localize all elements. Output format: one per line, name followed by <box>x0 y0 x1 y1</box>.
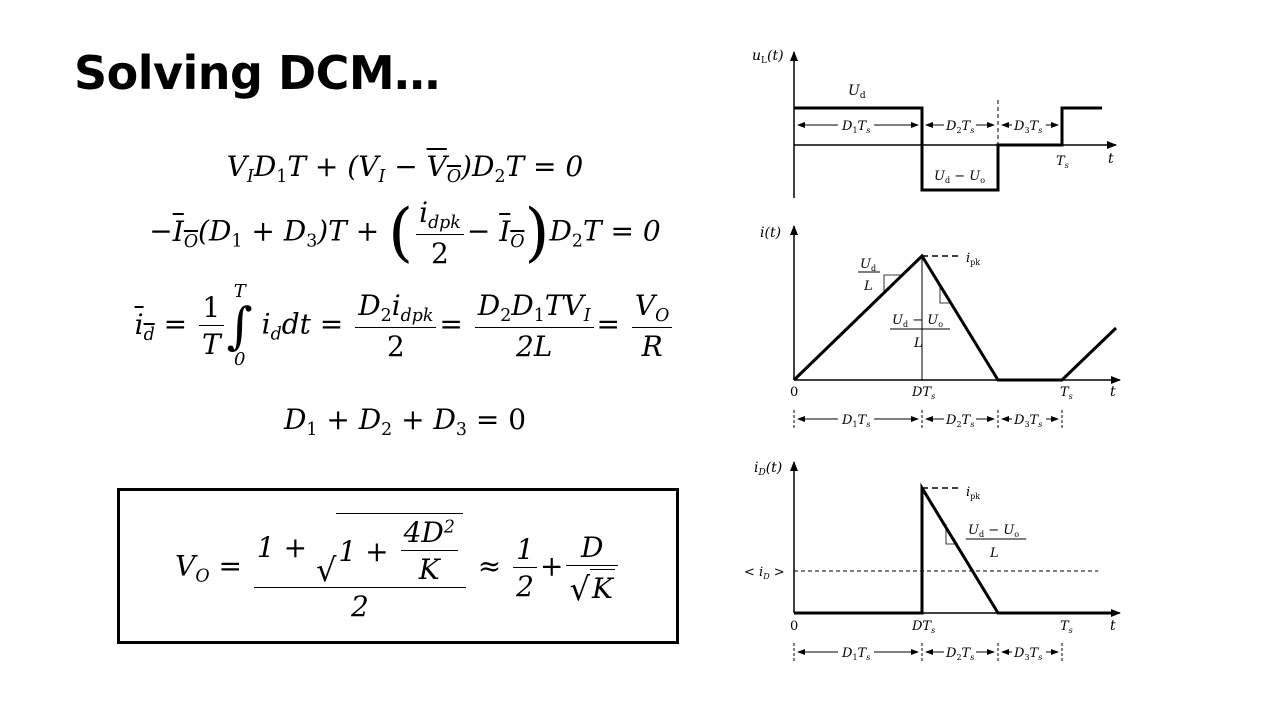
slope1-den: L <box>863 279 873 294</box>
inductor-voltage-panel: uL(t) Ud D1Ts D2Ts D3Ts Ud − Uo Ts t <box>752 48 1117 198</box>
slope1-triangle <box>883 274 902 293</box>
d2ts-label: D2Ts <box>945 646 974 662</box>
slope-num: Ud − Uo <box>968 523 1019 539</box>
slope1-num: Ud <box>860 257 876 273</box>
negative-voltage-label: Ud − Uo <box>934 169 985 185</box>
ipk-label: ipk <box>966 251 980 267</box>
diode-current-panel: iD(t) ipk Ud − Uo L < iD > 0 DTs Ts t D1… <box>744 460 1121 662</box>
d1ts-label: D1Ts <box>841 413 870 429</box>
y-axis-label: iD(t) <box>754 460 782 478</box>
y-axis-label: uL(t) <box>752 48 784 66</box>
voltage-waveform <box>794 106 1102 192</box>
current-waveform <box>792 253 1118 382</box>
ipk-label: ipk <box>966 485 980 501</box>
slope-triangle <box>945 524 958 545</box>
slope2-num: Ud − Uo <box>892 313 943 329</box>
t-label: t <box>1110 384 1116 400</box>
d3ts-label: D3Ts <box>1013 646 1042 662</box>
inductor-current-panel: i(t) Ud L ipk Ud − Uo L 0 DTs Ts t D1Ts … <box>760 225 1121 429</box>
diode-current-waveform <box>794 482 1116 615</box>
dts-label: DTs <box>911 619 935 635</box>
slide-title: Solving DCM… <box>74 46 440 100</box>
equation-average-diode-current: id = 1 T T ∫ 0 iddt = D2idpk 2 = D2D1TVI 2L = VO… <box>115 283 695 369</box>
y-axis-label: i(t) <box>760 225 781 241</box>
origin-label: 0 <box>790 385 798 400</box>
dts-label: DTs <box>911 385 935 401</box>
equation-volt-second-balance: VID1T + (VI − VO)D2T = 0 <box>226 150 584 188</box>
ud-label: Ud <box>848 83 866 101</box>
t-label: t <box>1110 618 1116 634</box>
d3ts-label: D3Ts <box>1013 119 1042 135</box>
d2ts-label: D2Ts <box>945 119 974 135</box>
ts-label: Ts <box>1060 385 1073 401</box>
average-current-label: < iD > <box>744 565 785 581</box>
ts-label: Ts <box>1056 154 1069 170</box>
dcm-waveform-diagram: uL(t) Ud D1Ts D2Ts D3Ts Ud − Uo Ts t i(t… <box>744 48 1121 662</box>
d2ts-label: D2Ts <box>945 413 974 429</box>
equation-duty-sum: D1 + D2 + D3 = 0 <box>283 403 527 441</box>
slope2-den: L <box>913 336 923 351</box>
equation-charge-balance: −IO(D1 + D3)T + (idpk 2− IO)D2T = 0 <box>149 196 661 271</box>
slope2-triangle <box>939 283 952 304</box>
d1ts-label: D1Ts <box>841 646 870 662</box>
result-equation-box: VO = 1 + √ 1 + 4D2 K 2 ≈ 1 2 + D √ K <box>117 488 679 644</box>
t-label: t <box>1108 151 1114 167</box>
result-equation: VO = 1 + √ 1 + 4D2 K 2 ≈ 1 2 + D √ K <box>120 513 676 623</box>
slope-den: L <box>989 546 999 561</box>
d1ts-label: D1Ts <box>841 119 870 135</box>
d3ts-label: D3Ts <box>1013 413 1042 429</box>
origin-label: 0 <box>790 619 798 634</box>
ts-label: Ts <box>1060 619 1073 635</box>
